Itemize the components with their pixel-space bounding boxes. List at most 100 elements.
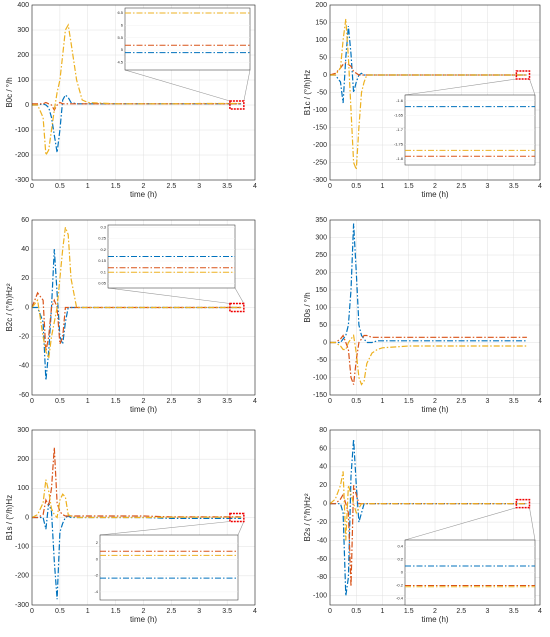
connector [404,507,517,541]
y-tick-label: -250 [313,159,327,166]
connector [529,78,536,96]
x-tick-label: 4 [538,183,542,190]
x-tick-label: 3.5 [222,183,232,190]
y-tick-label: -100 [313,374,327,381]
connector [234,287,245,304]
x-tick-label: 1 [86,398,90,405]
x-tick-label: 2 [142,608,146,615]
x-tick-label: 0.5 [55,398,65,405]
y-tick-label: 300 [17,427,29,434]
x-tick-label: 2.5 [456,398,466,405]
y-tick-label: -50 [317,89,327,96]
x-axis-label: time (h) [130,405,157,414]
x-tick-label: 3.5 [222,608,232,615]
x-tick-label: 1 [381,183,385,190]
connector [107,287,230,304]
data-line [32,447,242,519]
y-tick-label: -200 [15,152,29,159]
y-tick-label: -60 [19,392,29,399]
x-tick-label: 0 [30,608,34,615]
y-tick-label: 200 [17,456,29,463]
y-tick-label: -300 [15,177,29,184]
x-axis-label: time (h) [421,405,448,414]
inset-tick-label: 5.5 [117,35,123,40]
y-tick-label: -200 [313,142,327,149]
y-tick-label: -100 [15,127,29,134]
y-tick-label: 100 [315,37,327,44]
x-tick-label: 4 [253,608,257,615]
x-tick-label: 1.5 [404,183,414,190]
y-tick-label: -60 [317,556,327,563]
x-tick-label: 0.5 [351,398,361,405]
y-tick-label: 200 [315,2,327,9]
data-line [31,291,242,352]
data-line [330,439,527,596]
inset-tick-label: -1.8 [396,156,404,161]
inset-tick-label: 0.2 [100,247,106,252]
y-tick-label: 100 [315,304,327,311]
y-tick-label: -100 [15,544,29,551]
y-tick-label: 0 [323,501,327,508]
inset-frame [124,7,251,71]
y-tick-label: 0 [323,339,327,346]
zoom-box [229,302,245,313]
inset-tick-label: 0.1 [100,269,106,274]
x-tick-label: 2.5 [167,398,177,405]
inset-tick-label: 5 [121,47,124,52]
inset-tick-label: -2 [94,573,98,578]
x-tick-label: 1.5 [404,608,414,615]
x-tick-label: 0.5 [55,608,65,615]
y-tick-label: -40 [317,537,327,544]
y-tick-label: 350 [315,217,327,224]
inset-tick-label: 2 [96,540,99,545]
y-tick-label: -150 [313,392,327,399]
inset-tick-label: -1.6 [396,98,404,103]
y-axis-label: B2c / (°/h)Hz² [5,283,14,331]
x-tick-label: 3 [197,183,201,190]
x-tick-label: 1.5 [404,398,414,405]
axes-frame [31,429,256,606]
connector [237,521,245,536]
data-line [31,479,242,519]
inset-tick-label: -0.4 [396,596,404,601]
x-tick-label: 2 [142,183,146,190]
inset-tick-label: 0.15 [98,258,107,263]
data-line [32,249,242,381]
axes-frame [31,4,256,181]
x-tick-label: 1.5 [111,608,121,615]
inset-tick-label: 0.2 [397,557,403,562]
y-tick-label: 0 [25,102,29,109]
y-tick-label: 80 [319,427,327,434]
x-tick-label: 3 [197,608,201,615]
y-tick-label: 50 [319,54,327,61]
inset-tick-label: 0 [401,570,404,575]
x-tick-label: 3 [486,608,490,615]
x-tick-label: 2.5 [167,183,177,190]
x-tick-label: 0 [30,398,34,405]
inset-tick-label: -1.7 [396,127,404,132]
zoom-box [515,498,531,509]
x-tick-label: 1.5 [111,183,121,190]
x-tick-label: 4 [253,398,257,405]
y-axis-label: B1c / (°/h)Hz [303,70,312,115]
x-tick-label: 1 [86,608,90,615]
x-tick-label: 0 [30,183,34,190]
y-tick-label: -50 [317,357,327,364]
x-tick-label: 3.5 [509,608,519,615]
y-tick-label: -300 [15,602,29,609]
connector [124,69,230,102]
zoom-box [229,100,245,110]
y-tick-label: 100 [17,485,29,492]
y-tick-label: 20 [21,275,29,282]
y-tick-label: 0 [323,72,327,79]
y-tick-label: -20 [19,334,29,341]
y-tick-label: 50 [319,322,327,329]
y-tick-label: -200 [15,573,29,580]
axes-frame [329,4,541,181]
y-tick-label: 200 [17,52,29,59]
axes-frame [329,219,541,396]
inset-tick-label: 0.3 [100,224,106,229]
data-line [32,101,242,112]
x-tick-label: 4 [253,183,257,190]
x-tick-label: 1 [381,608,385,615]
